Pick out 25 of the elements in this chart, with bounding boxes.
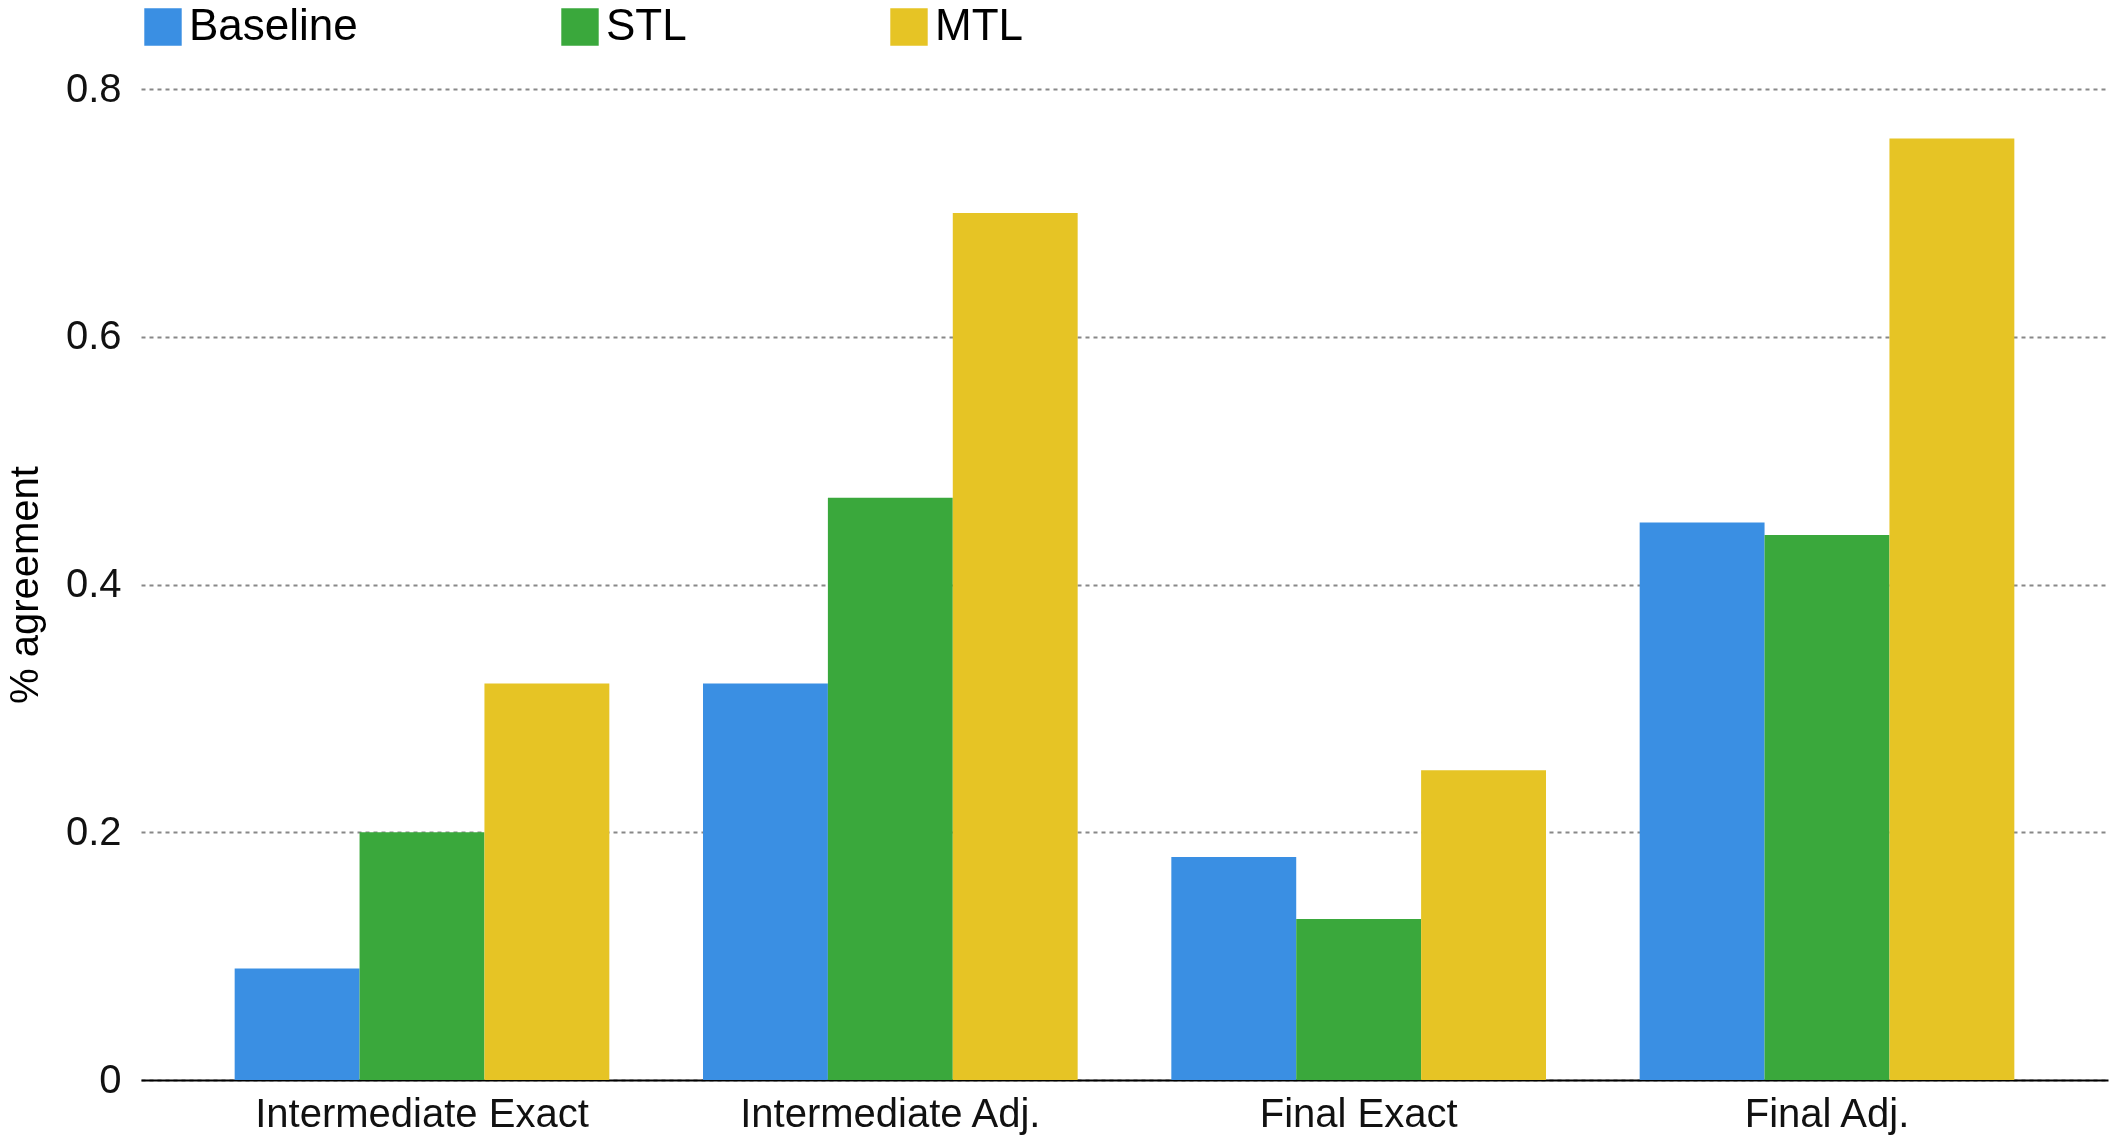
y-tick-label: 0.4 <box>65 561 122 605</box>
y-tick-label: 0.8 <box>65 65 122 110</box>
bar <box>1639 522 1765 1080</box>
y-axis-title: % agreement <box>1 466 46 704</box>
bar <box>359 832 485 1080</box>
y-tick-label: 0.2 <box>65 808 122 853</box>
y-tick-label: 0 <box>99 1056 122 1101</box>
bar <box>1296 918 1422 1080</box>
y-tick-label: 0.6 <box>65 313 122 358</box>
x-tick-label: Final Adj. <box>1744 1090 1910 1135</box>
x-tick-label: Intermediate Adj. <box>740 1090 1041 1135</box>
bar <box>1421 770 1546 1080</box>
bar <box>1171 857 1297 1080</box>
bar <box>1764 534 1890 1080</box>
bar <box>234 968 360 1080</box>
legend-label: STL <box>606 0 687 49</box>
bar <box>827 497 953 1080</box>
legend-label: Baseline <box>189 0 358 49</box>
bar <box>703 683 828 1080</box>
x-tick-label: Final Exact <box>1259 1090 1458 1135</box>
bar <box>484 683 610 1080</box>
x-tick-label: Intermediate Exact <box>255 1090 589 1135</box>
legend-label: MTL <box>935 0 1023 49</box>
bar <box>1889 138 2015 1080</box>
bar <box>952 212 1078 1080</box>
